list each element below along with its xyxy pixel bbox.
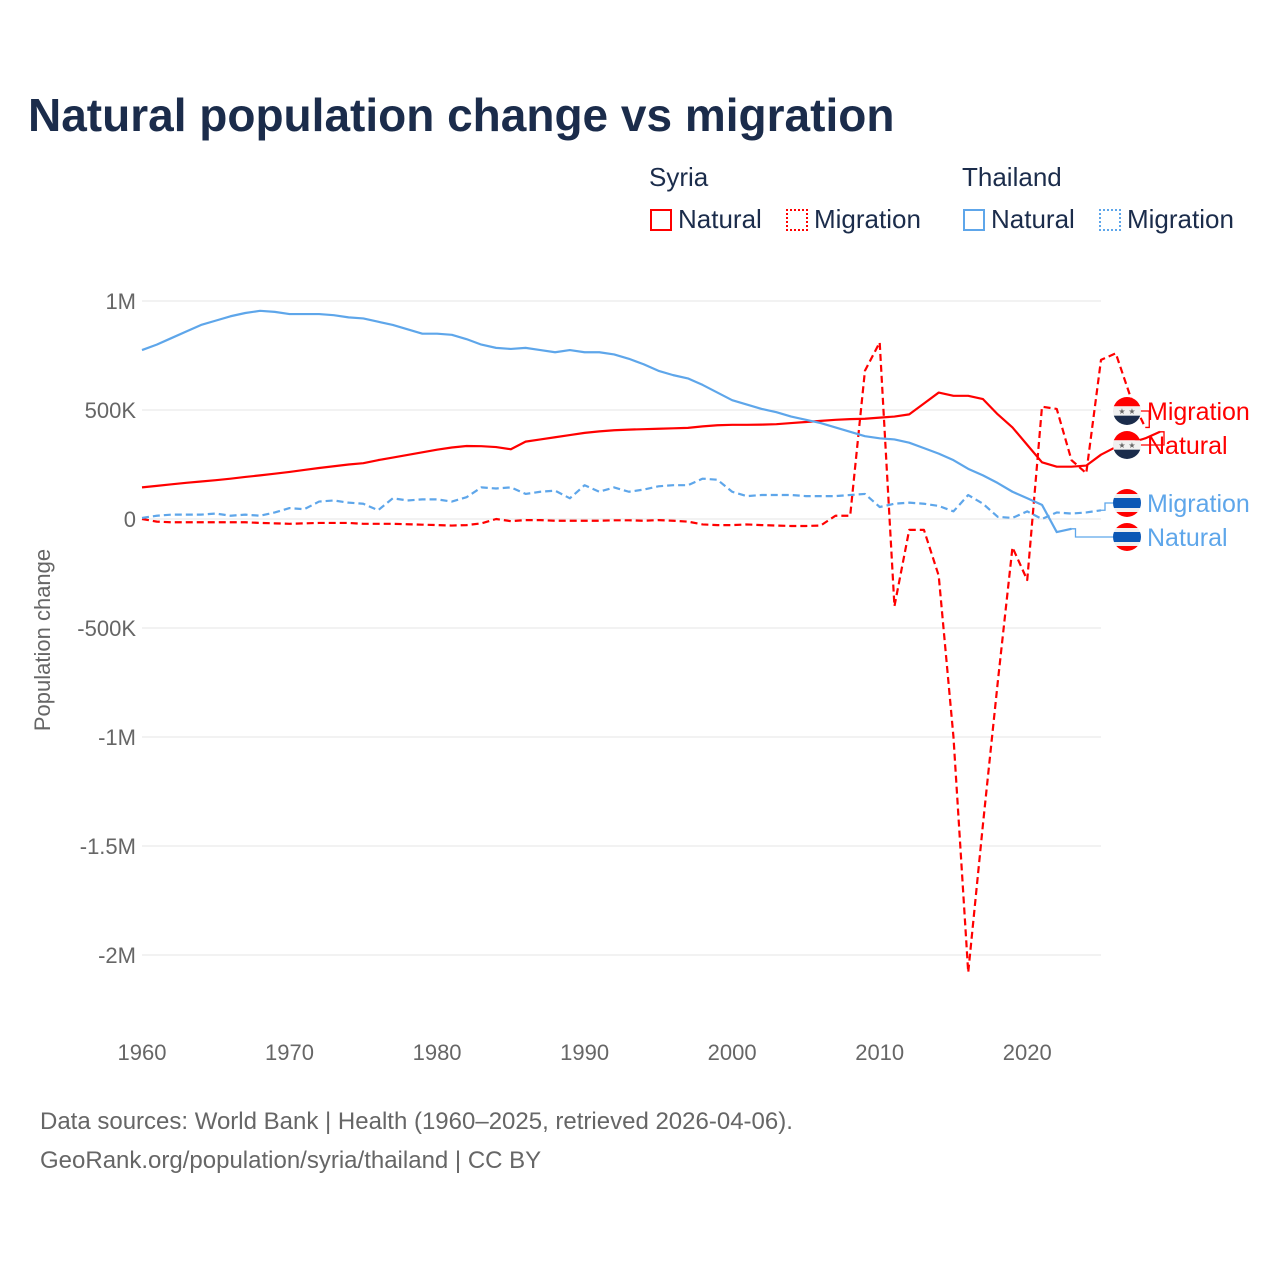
x-tick-label: 1990: [560, 1040, 609, 1065]
end-label: Migration: [1147, 490, 1250, 518]
legend-label: Migration: [1127, 204, 1234, 234]
svg-text:★: ★: [1128, 407, 1135, 416]
y-tick-label: -500K: [77, 616, 136, 641]
svg-text:★: ★: [1118, 441, 1125, 450]
svg-text:★: ★: [1118, 407, 1125, 416]
legend-label: Natural: [678, 204, 762, 234]
legend-syria-natural[interactable]: Natural: [650, 204, 762, 235]
legend-swatch-solid-red: [650, 208, 672, 231]
y-tick-label: 1M: [105, 289, 136, 314]
x-tick-label: 1970: [265, 1040, 314, 1065]
end-label: Natural: [1147, 432, 1228, 460]
y-axis-label: Population change: [30, 549, 55, 731]
end-label: Migration: [1147, 398, 1250, 426]
legend-swatch-dotted-red: [786, 208, 808, 231]
legend-syria-migration[interactable]: Migration: [786, 204, 921, 235]
legend-swatch-solid-blue: [963, 208, 985, 231]
legend-group-thailand: Thailand: [962, 162, 1062, 192]
chart-title: Natural population change vs migration: [28, 89, 895, 141]
y-tick-label: 500K: [85, 398, 137, 423]
source-line-2[interactable]: GeoRank.org/population/syria/thailand | …: [40, 1147, 542, 1174]
legend-label: Migration: [814, 204, 921, 234]
legend-thailand-migration[interactable]: Migration: [1099, 204, 1234, 235]
syria-natural-line: [141, 391, 1161, 489]
thailand-migration-line: [141, 477, 1102, 521]
syria-flag-icon: ★ ★: [1113, 397, 1141, 425]
y-tick-label: 0: [124, 507, 136, 532]
thailand-flag-icon: [1113, 489, 1141, 517]
x-tick-label: 1960: [118, 1040, 167, 1065]
x-tick-label: 2000: [708, 1040, 757, 1065]
syria-migration-line: [141, 341, 1147, 974]
legend-swatch-dotted-blue: [1099, 208, 1121, 231]
y-tick-label: -1.5M: [80, 834, 136, 859]
thailand-natural-line: [141, 309, 1072, 534]
legend-thailand-natural[interactable]: Natural: [963, 204, 1075, 235]
x-tick-label: 1980: [413, 1040, 462, 1065]
end-label-connector: [1071, 528, 1113, 538]
y-tick-label: -1M: [98, 725, 136, 750]
legend-group-syria: Syria: [649, 162, 709, 192]
syria-flag-icon: ★ ★: [1113, 431, 1141, 459]
end-label-connector: [1101, 502, 1113, 511]
y-tick-label: -2M: [98, 943, 136, 968]
x-tick-label: 2020: [1003, 1040, 1052, 1065]
end-label: Natural: [1147, 524, 1228, 552]
svg-text:★: ★: [1128, 441, 1135, 450]
source-line-1: Data sources: World Bank | Health (1960–…: [40, 1108, 793, 1135]
legend-label: Natural: [991, 204, 1075, 234]
thailand-flag-icon: [1113, 523, 1141, 551]
x-tick-label: 2010: [855, 1040, 904, 1065]
